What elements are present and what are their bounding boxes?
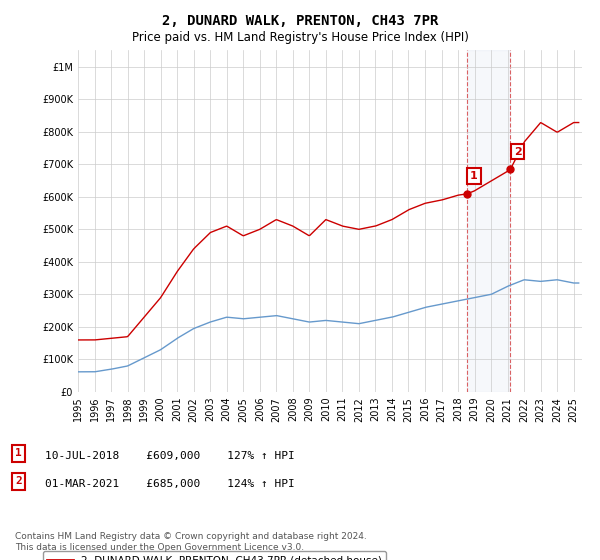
Text: 2: 2 [15, 477, 22, 487]
Text: 1: 1 [15, 449, 22, 459]
Text: Contains HM Land Registry data © Crown copyright and database right 2024.
This d: Contains HM Land Registry data © Crown c… [15, 532, 367, 552]
Bar [467, 50, 511, 392]
Text: 2: 2 [514, 147, 521, 156]
Text: 1: 1 [470, 171, 478, 181]
Text: 01-MAR-2021    £685,000    124% ↑ HPI: 01-MAR-2021 £685,000 124% ↑ HPI [45, 479, 295, 489]
Legend: 2, DUNARD WALK, PRENTON, CH43 7PR (detached house), HPI: Average price, detached: 2, DUNARD WALK, PRENTON, CH43 7PR (detac… [43, 552, 386, 560]
Text: 10-JUL-2018    £609,000    127% ↑ HPI: 10-JUL-2018 £609,000 127% ↑ HPI [45, 451, 295, 461]
Text: 2, DUNARD WALK, PRENTON, CH43 7PR: 2, DUNARD WALK, PRENTON, CH43 7PR [162, 14, 438, 28]
Text: Price paid vs. HM Land Registry's House Price Index (HPI): Price paid vs. HM Land Registry's House … [131, 31, 469, 44]
